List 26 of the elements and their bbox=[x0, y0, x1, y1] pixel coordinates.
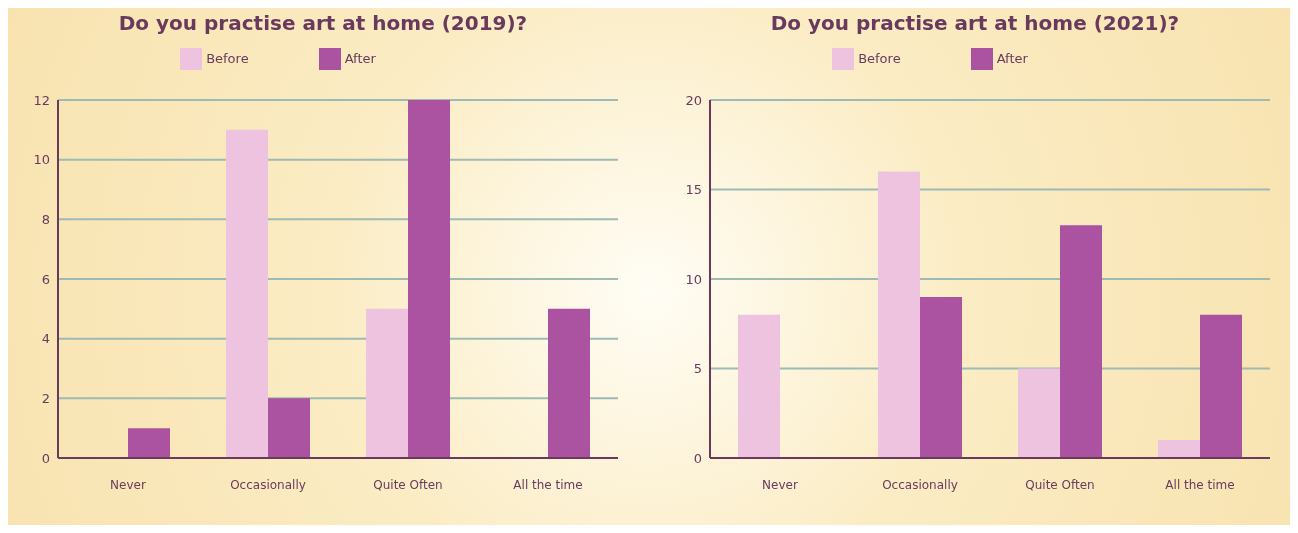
x-tick-label: Never bbox=[762, 477, 798, 492]
legend-label: Before bbox=[206, 50, 249, 66]
y-tick-label: 8 bbox=[41, 211, 50, 227]
legend-label: After bbox=[996, 50, 1028, 66]
y-tick-label: 5 bbox=[693, 361, 702, 377]
x-tick-label: Quite Often bbox=[373, 477, 443, 492]
x-tick-label: All the time bbox=[1165, 477, 1235, 492]
chart-title: Do you practise art at home (2021)? bbox=[769, 10, 1181, 37]
chart-title: Do you practise art at home (2019)? bbox=[117, 10, 529, 37]
y-tick-label: 0 bbox=[41, 450, 50, 466]
y-tick-label: 6 bbox=[41, 271, 50, 287]
y-tick-label: 0 bbox=[693, 450, 702, 466]
y-tick-label: 15 bbox=[685, 182, 702, 198]
x-tick-label: Occasionally bbox=[230, 477, 306, 492]
y-tick-label: 20 bbox=[685, 92, 702, 108]
x-tick-label: Occasionally bbox=[882, 477, 958, 492]
y-tick-label: 2 bbox=[41, 390, 50, 406]
x-tick-label: All the time bbox=[513, 477, 583, 492]
y-tick-label: 10 bbox=[685, 271, 702, 287]
legend-label: After bbox=[344, 50, 376, 66]
y-tick-label: 4 bbox=[41, 331, 50, 347]
x-tick-label: Never bbox=[110, 477, 146, 492]
x-tick-label: Quite Often bbox=[1025, 477, 1095, 492]
legend-label: Before bbox=[858, 50, 901, 66]
y-tick-label: 12 bbox=[33, 92, 50, 108]
y-tick-label: 10 bbox=[33, 152, 50, 168]
